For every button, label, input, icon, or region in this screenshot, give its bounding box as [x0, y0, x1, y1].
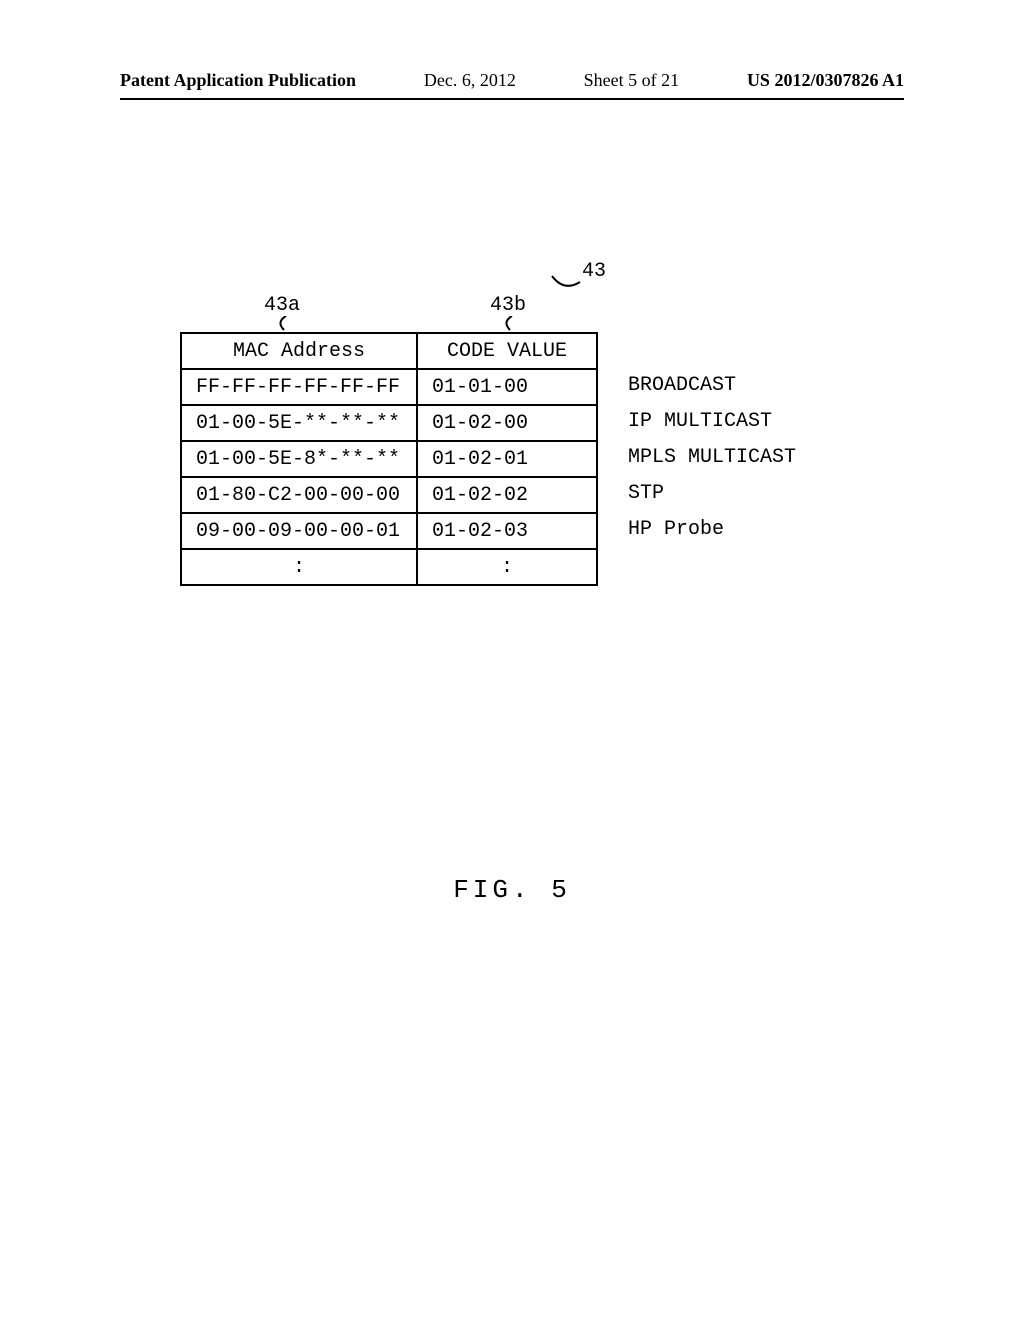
cell-code: 01-02-03 — [417, 513, 597, 549]
table-row: 01-00-5E-8*-**-** 01-02-01 — [181, 441, 597, 477]
table-row: 09-00-09-00-00-01 01-02-03 — [181, 513, 597, 549]
cell-mac: 01-00-5E-**-**-** — [181, 405, 417, 441]
row-label: IP MULTICAST — [628, 404, 796, 440]
figure-caption: FIG. 5 — [0, 875, 1024, 905]
cell-code: : — [417, 549, 597, 585]
table-row: : : — [181, 549, 597, 585]
table-row: FF-FF-FF-FF-FF-FF 01-01-00 — [181, 369, 597, 405]
sheet-number: Sheet 5 of 21 — [584, 70, 679, 91]
col-header-code: CODE VALUE — [417, 333, 597, 369]
cell-code: 01-02-01 — [417, 441, 597, 477]
table-row: 01-80-C2-00-00-00 01-02-02 — [181, 477, 597, 513]
ref-label-43a: 43a — [264, 294, 300, 317]
cell-code: 01-02-00 — [417, 405, 597, 441]
cell-mac: 01-00-5E-8*-**-** — [181, 441, 417, 477]
col-header-mac: MAC Address — [181, 333, 417, 369]
table-wrap: MAC Address CODE VALUE FF-FF-FF-FF-FF-FF… — [180, 332, 796, 586]
table-header-row: MAC Address CODE VALUE — [181, 333, 597, 369]
ref-label-43b: 43b — [490, 294, 526, 317]
ref-43a-text: 43a — [264, 294, 300, 317]
row-label — [628, 548, 796, 584]
row-label: HP Probe — [628, 512, 796, 548]
row-label: BROADCAST — [628, 368, 796, 404]
row-label: MPLS MULTICAST — [628, 440, 796, 476]
publication-number: US 2012/0307826 A1 — [747, 70, 904, 91]
publication-label: Patent Application Publication — [120, 70, 356, 91]
publication-date: Dec. 6, 2012 — [424, 70, 516, 91]
ref-43-text: 43 — [582, 260, 606, 283]
table-row: 01-00-5E-**-**-** 01-02-00 — [181, 405, 597, 441]
row-descriptions: BROADCAST IP MULTICAST MPLS MULTICAST ST… — [628, 368, 796, 584]
cell-mac: 01-80-C2-00-00-00 — [181, 477, 417, 513]
cell-code: 01-01-00 — [417, 369, 597, 405]
cell-code: 01-02-02 — [417, 477, 597, 513]
row-label: STP — [628, 476, 796, 512]
cell-mac: FF-FF-FF-FF-FF-FF — [181, 369, 417, 405]
cell-mac: : — [181, 549, 417, 585]
ref-label-43: 43 — [582, 260, 606, 283]
header-rule — [120, 98, 904, 100]
cell-mac: 09-00-09-00-00-01 — [181, 513, 417, 549]
page-header: Patent Application Publication Dec. 6, 2… — [0, 70, 1024, 91]
leader-curve-icon — [550, 274, 584, 294]
mac-code-table: MAC Address CODE VALUE FF-FF-FF-FF-FF-FF… — [180, 332, 598, 586]
ref-43b-text: 43b — [490, 294, 526, 317]
